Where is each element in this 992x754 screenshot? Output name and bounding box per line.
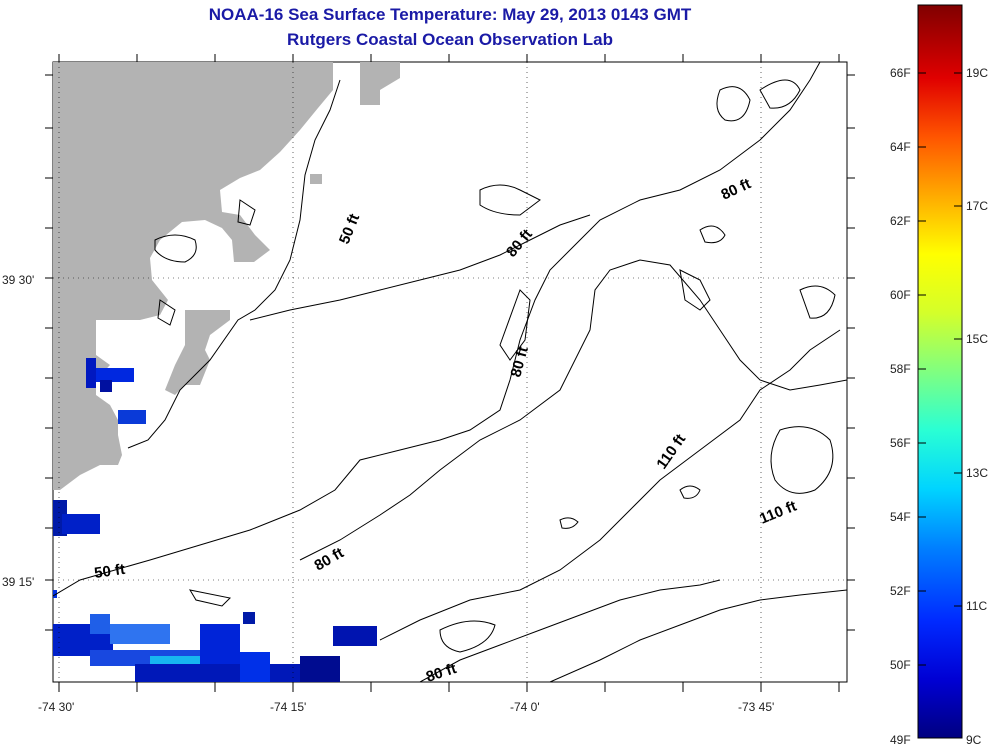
x-tick-label: -74 15' bbox=[270, 700, 307, 714]
colorbar-label-f: 60F bbox=[890, 288, 911, 302]
colorbar-label-f: 49F bbox=[890, 733, 911, 747]
colorbar-label-f: 62F bbox=[890, 214, 911, 228]
colorbar-label-c: 15C bbox=[966, 332, 989, 346]
x-tick-label: -73 45' bbox=[738, 700, 775, 714]
colorbar-label-c: 17C bbox=[966, 199, 989, 213]
axis-ticks bbox=[45, 54, 855, 692]
colorbar-label-f: 58F bbox=[890, 362, 911, 376]
land-mass bbox=[53, 62, 333, 490]
y-tick-label: 39 15' bbox=[2, 575, 35, 589]
contour-label: 50 ft bbox=[93, 561, 126, 582]
contour-lines bbox=[53, 62, 847, 682]
colorbar-label-c: 13C bbox=[966, 466, 989, 480]
colorbar-label-f: 52F bbox=[890, 584, 911, 598]
map-subtitle: Rutgers Coastal Ocean Observation Lab bbox=[287, 30, 613, 49]
sst-pixels bbox=[53, 358, 377, 682]
x-tick-label: -74 0' bbox=[510, 700, 540, 714]
colorbar-label-f: 64F bbox=[890, 140, 911, 154]
colorbar-label-c: 9C bbox=[966, 733, 982, 747]
map-title: NOAA-16 Sea Surface Temperature: May 29,… bbox=[208, 5, 692, 24]
land-patch bbox=[360, 62, 400, 105]
colorbar-label-f: 56F bbox=[890, 436, 911, 450]
land-patch bbox=[165, 310, 230, 395]
y-tick-label: 39 30' bbox=[2, 273, 35, 287]
colorbar-label-f: 66F bbox=[890, 66, 911, 80]
colorbar-label-c: 19C bbox=[966, 66, 989, 80]
colorbar-label-c: 11C bbox=[966, 599, 988, 613]
colorbar-ticks bbox=[918, 72, 962, 666]
land-patch bbox=[310, 174, 322, 184]
colorbar bbox=[917, 4, 963, 739]
x-tick-label: -74 30' bbox=[38, 700, 75, 714]
colorbar-label-f: 50F bbox=[890, 658, 911, 672]
graticule bbox=[53, 62, 847, 682]
colorbar-label-f: 54F bbox=[890, 510, 911, 524]
